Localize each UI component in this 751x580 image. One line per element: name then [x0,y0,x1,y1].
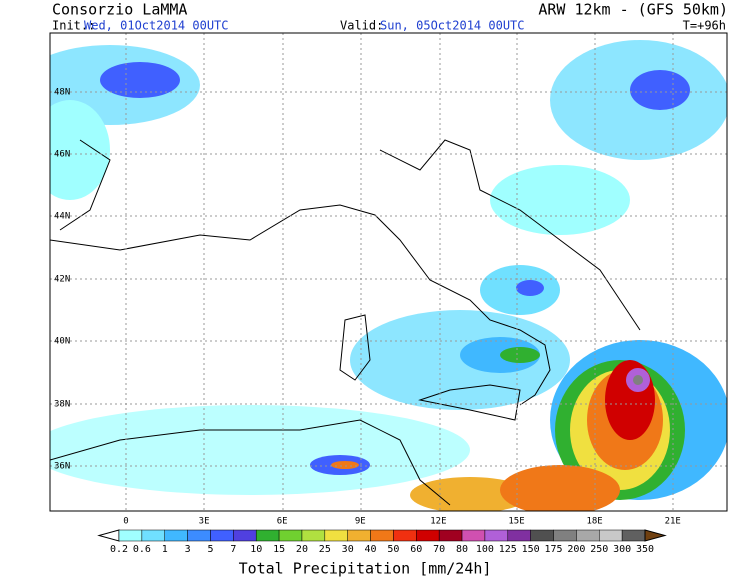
lon-label: 18E [586,517,602,527]
legend-swatch [438,529,463,542]
legend-swatch [278,529,303,542]
lat-label: 40N [54,337,70,347]
legend-swatch [187,529,211,542]
legend-swatch [553,529,577,542]
lon-label: 9E [355,517,366,527]
legend-swatch [164,529,188,542]
legend-swatch [233,529,257,542]
lon-label: 12E [430,517,446,527]
legend-label: 125 [499,544,517,555]
lat-label: 48N [54,88,70,98]
legend-label: 250 [590,544,608,555]
legend-swatch [530,529,554,542]
legend-label: 0.2 [110,544,128,555]
legend-label: 70 [433,544,445,555]
legend-swatch [507,529,531,542]
model-title: ARW 12km - (GFS 50km) [538,1,728,19]
legend-label: 175 [544,544,562,555]
legend-label: 1 [162,544,168,555]
legend-label: 300 [613,544,631,555]
legend-label: 0.6 [133,544,151,555]
legend-swatch [347,529,371,542]
legend-swatch [324,529,348,542]
legend-arrow-right [644,529,667,542]
legend-swatch [484,529,509,542]
legend-label: 150 [522,544,540,555]
lat-label: 46N [54,150,70,160]
legend-swatch [141,529,165,542]
legend-label: 80 [456,544,468,555]
legend-swatch [393,529,417,542]
legend-swatch [621,529,646,542]
legend-label: 100 [476,544,494,555]
legend-arrow-left [97,529,120,542]
legend-label: 3 [185,544,191,555]
legend-label: 7 [230,544,236,555]
legend-label: 25 [319,544,331,555]
legend-label: 60 [410,544,422,555]
legend-swatch [599,529,623,542]
lat-label: 42N [54,275,70,285]
legend-swatch [255,529,280,542]
legend-swatch [370,529,394,542]
legend-label: 10 [250,544,262,555]
legend-swatch [210,529,234,542]
legend-label: 350 [636,544,654,555]
legend-title: Total Precipitation [mm/24h] [239,560,492,578]
legend-swatch [118,529,143,542]
legend-label: 40 [365,544,377,555]
valid-label: Valid: [340,19,383,33]
init-label: Init.: [52,19,95,33]
valid-date: Sun, 05Oct2014 00UTC [380,19,525,33]
legend-label: 5 [207,544,213,555]
lon-label: 15E [508,517,524,527]
legend-swatch [416,529,440,542]
legend-swatch [461,529,486,542]
legend-label: 30 [342,544,354,555]
forecast-step: T=+96h [683,19,726,33]
lon-label: 6E [277,517,288,527]
legend-swatch [301,529,326,542]
lat-label: 44N [54,212,70,222]
legend-label: 15 [273,544,285,555]
lon-label: 21E [665,517,681,527]
map-frame [49,32,728,512]
lat-label: 38N [54,400,70,410]
legend-swatch [576,529,600,542]
org-title: Consorzio LaMMA [52,1,187,19]
coastlines [50,139,641,506]
lon-label: 0 [123,517,128,527]
legend-label: 50 [387,544,399,555]
legend-label: 20 [296,544,308,555]
lat-label: 36N [54,462,70,472]
legend-label: 200 [567,544,585,555]
init-date: Wed, 01Oct2014 00UTC [84,19,229,33]
lon-label: 3E [199,517,210,527]
